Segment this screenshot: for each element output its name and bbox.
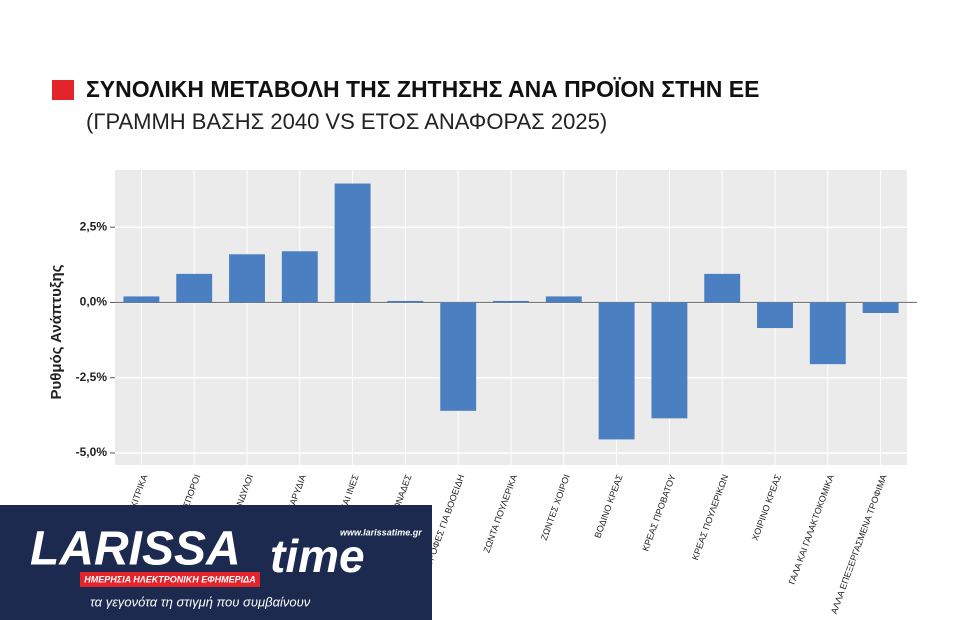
bar xyxy=(334,183,371,303)
bar xyxy=(123,296,160,303)
logo-url: www.larissatime.gr xyxy=(340,527,422,537)
y-tick-label: -2,5% xyxy=(76,370,108,384)
y-axis-label: Ρυθμός Ανάπτυξης xyxy=(48,264,65,399)
bar xyxy=(862,302,899,313)
logo-tagline: ΗΜΕΡΗΣΙΑ ΗΛΕΚΤΡΟΝΙΚΗ ΕΦΗΜΕΡΙΔΑ xyxy=(84,574,255,584)
y-tick-label: 0,0% xyxy=(80,295,108,309)
bar xyxy=(440,302,477,411)
bar xyxy=(176,273,213,303)
x-tick-label: ΑΛΛΑ ΕΠΕΞΕΡΓΑΣΜΕΝΑ ΤΡΟΦΙΜΑ xyxy=(829,473,889,615)
bar xyxy=(809,302,846,365)
bar xyxy=(281,251,318,303)
y-tick-label: -5,0% xyxy=(76,445,108,459)
x-tick-label: ΓΑΛΑ ΚΑΙ ΓΑΛΑΚΤΟΚΟΜΙΚΑ xyxy=(787,473,836,586)
x-tick-label: ΖΩΝΤΕΣ ΧΟΙΡΟΙ xyxy=(539,473,572,542)
logo-name-right: time xyxy=(270,530,365,582)
bar xyxy=(651,302,688,419)
bar xyxy=(757,302,793,329)
logo-name-left: LARISSA xyxy=(30,523,241,576)
logo-tagline-band xyxy=(80,572,260,587)
bar xyxy=(545,296,582,303)
x-tick-label: ΧΟΙΡΙΝΟ ΚΡΕΑΣ xyxy=(750,473,783,542)
y-tick-label: 2,5% xyxy=(80,219,108,233)
logo-slogan: τα γεγονότα τη στιγμή που συμβαίνουν xyxy=(90,594,311,609)
x-tick-label: ΖΩΝΤΑ ΠΟΥΛΕΡΙΚΑ xyxy=(481,473,519,554)
logo: LARISSA time www.larissatime.gr ΗΜΕΡΗΣΙΑ… xyxy=(0,505,432,620)
bar xyxy=(598,302,635,440)
bar xyxy=(493,300,529,303)
x-tick-label: ΚΙΤΡΙΚΑ xyxy=(128,473,149,509)
logo-background xyxy=(0,505,432,620)
bar xyxy=(387,300,424,303)
bar xyxy=(229,254,265,303)
x-tick-label: ΚΡΕΑΣ ΠΟΥΛΕΡΙΚΩΝ xyxy=(690,473,730,561)
chart-title: ΣΥΝΟΛΙΚΗ ΜΕΤΑΒΟΛΗ ΤΗΣ ΖΗΤΗΣΗΣ ΑΝΑ ΠΡΟΪΟΝ… xyxy=(86,76,759,102)
x-tick-label: ΚΡΕΑΣ ΠΡΟΒΑΤΟΥ xyxy=(640,473,677,553)
chart-subtitle: (ΓΡΑΜΜΗ ΒΑΣΗΣ 2040 VS ΕΤΟΣ ΑΝΑΦΟΡΑΣ 2025… xyxy=(86,109,607,134)
bar xyxy=(704,273,741,303)
title-marker xyxy=(52,80,74,100)
x-tick-label: ΒΟΔΙΝΟ ΚΡΕΑΣ xyxy=(592,473,624,540)
